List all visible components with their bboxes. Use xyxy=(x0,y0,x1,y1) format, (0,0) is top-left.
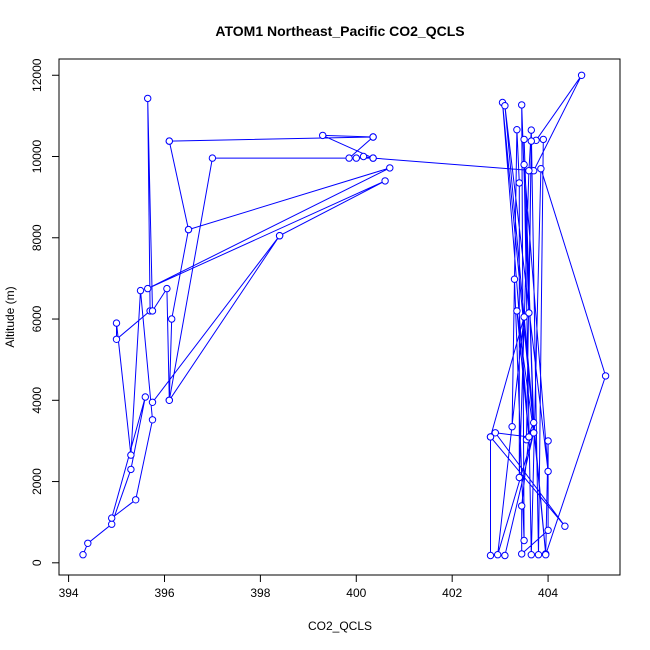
data-point xyxy=(108,514,116,522)
data-point xyxy=(520,313,528,321)
data-point xyxy=(542,551,550,559)
y-axis: 0 2000 4000 6000 8000 10000 12000 xyxy=(30,58,60,566)
data-point xyxy=(494,551,502,559)
data-point xyxy=(112,319,121,327)
data-point xyxy=(369,154,377,162)
data-point xyxy=(601,372,610,380)
data-point xyxy=(501,551,509,560)
chart-title: ATOM1 Northeast_Pacific CO2_QCLS xyxy=(215,23,464,39)
data-point xyxy=(527,126,535,134)
data-point xyxy=(525,309,533,317)
data-point xyxy=(486,551,495,560)
y-tick-label: 4000 xyxy=(30,387,44,414)
data-point xyxy=(561,522,569,530)
y-tick-label: 8000 xyxy=(30,224,44,251)
data-point xyxy=(513,126,521,134)
data-point xyxy=(518,502,526,510)
data-point xyxy=(386,164,394,172)
data-point xyxy=(165,396,174,404)
data-point xyxy=(515,179,523,187)
y-tick-label: 12000 xyxy=(30,58,44,92)
x-tick-label: 404 xyxy=(538,586,558,600)
data-point xyxy=(148,416,157,424)
data-point xyxy=(515,473,523,482)
x-tick-label: 398 xyxy=(250,586,270,600)
data-point xyxy=(165,137,174,145)
data-point xyxy=(510,275,519,283)
data-point xyxy=(208,154,217,162)
data-point xyxy=(525,167,533,175)
data-point xyxy=(537,165,545,173)
data-point xyxy=(544,526,552,534)
data-point xyxy=(513,307,521,315)
data-point xyxy=(352,154,360,162)
x-tick-label: 402 xyxy=(442,586,462,600)
data-point xyxy=(544,467,552,476)
data-point xyxy=(491,429,499,437)
data-point xyxy=(319,131,327,140)
data-point xyxy=(108,520,116,528)
data-point xyxy=(359,152,368,161)
x-axis-label: CO2_QCLS xyxy=(308,619,372,633)
data-point xyxy=(345,154,353,162)
data-point xyxy=(520,536,528,545)
data-point xyxy=(127,451,135,459)
data-point xyxy=(520,160,528,169)
y-tick-label: 0 xyxy=(30,559,44,566)
data-point xyxy=(527,551,535,559)
data-point xyxy=(79,551,87,559)
data-point xyxy=(525,433,533,441)
data-point xyxy=(534,551,543,559)
y-tick-label: 6000 xyxy=(30,305,44,332)
data-point xyxy=(148,398,157,406)
data-point xyxy=(530,418,538,427)
data-point xyxy=(527,137,535,145)
data-point xyxy=(163,284,171,293)
data-point xyxy=(141,393,150,401)
data-point xyxy=(486,433,495,441)
data-point xyxy=(381,177,389,185)
x-axis: 394 396 398 400 402 404 xyxy=(59,574,558,600)
data-point xyxy=(508,423,516,431)
data-point xyxy=(369,133,377,141)
y-tick-label: 2000 xyxy=(30,468,44,495)
data-point xyxy=(144,94,152,103)
data-point xyxy=(518,101,526,109)
data-point xyxy=(184,225,193,234)
data-point xyxy=(168,315,176,323)
data-point xyxy=(84,539,92,547)
data-point xyxy=(518,550,526,558)
data-point xyxy=(539,135,547,144)
data-point xyxy=(144,284,152,293)
x-tick-label: 400 xyxy=(346,586,366,600)
data-point xyxy=(501,102,509,110)
data-point xyxy=(136,286,145,295)
data-point xyxy=(520,135,528,144)
x-tick-label: 394 xyxy=(59,586,79,600)
data-point xyxy=(127,465,135,474)
series-layer xyxy=(79,71,610,560)
data-point xyxy=(577,71,586,80)
x-tick-label: 396 xyxy=(154,586,174,600)
y-tick-label: 10000 xyxy=(30,140,44,174)
data-point xyxy=(275,232,284,240)
y-axis-label: Altitude (m) xyxy=(3,286,17,347)
data-point xyxy=(132,496,140,504)
data-point xyxy=(544,437,552,445)
data-point xyxy=(112,335,121,343)
data-point xyxy=(148,307,157,315)
data-point xyxy=(530,429,538,437)
